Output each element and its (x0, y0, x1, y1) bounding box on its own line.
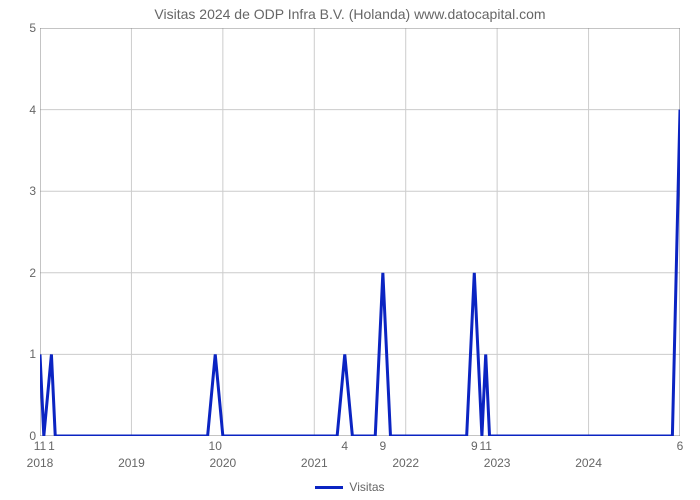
point-label: 10 (209, 439, 222, 453)
point-label: 11 (34, 439, 46, 453)
ytick-label: 2 (6, 266, 36, 280)
xtick-label: 2023 (484, 456, 511, 470)
point-label: 6 (677, 439, 684, 453)
ytick-label: 3 (6, 184, 36, 198)
chart-container: Visitas 2024 de ODP Infra B.V. (Holanda)… (0, 0, 700, 500)
ytick-label: 5 (6, 21, 36, 35)
point-label: 4 (341, 439, 348, 453)
point-label: 9 (471, 439, 478, 453)
point-label: 1 (48, 439, 55, 453)
legend-label: Visitas (349, 480, 384, 494)
point-label: 11 (479, 439, 491, 453)
xtick-label: 2020 (209, 456, 236, 470)
plot-area (40, 28, 680, 436)
legend-swatch (315, 486, 343, 489)
ytick-label: 1 (6, 347, 36, 361)
xtick-label: 2022 (392, 456, 419, 470)
xtick-label: 2018 (27, 456, 54, 470)
point-label: 9 (380, 439, 387, 453)
ytick-label: 0 (6, 429, 36, 443)
ytick-label: 4 (6, 103, 36, 117)
xtick-label: 2019 (118, 456, 145, 470)
legend: Visitas (0, 480, 700, 494)
chart-title: Visitas 2024 de ODP Infra B.V. (Holanda)… (0, 6, 700, 22)
xtick-label: 2021 (301, 456, 328, 470)
xtick-label: 2024 (575, 456, 602, 470)
